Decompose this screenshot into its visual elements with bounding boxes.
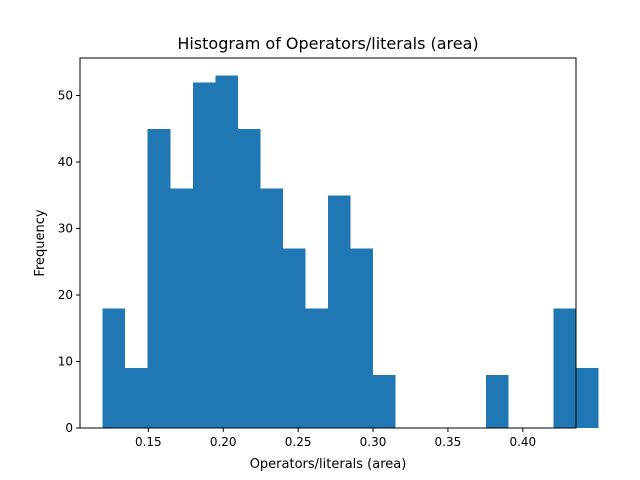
histogram-bar — [102, 308, 126, 428]
histogram-bar — [485, 374, 509, 428]
histogram-bar — [328, 195, 351, 428]
y-tick-label: 30 — [58, 222, 73, 236]
histogram-bar — [147, 128, 171, 428]
histogram-bar — [170, 188, 193, 428]
histogram-bar — [576, 368, 599, 428]
y-tick-label: 10 — [58, 355, 73, 369]
histogram-bar — [237, 128, 261, 428]
x-tick-label: 0.30 — [360, 435, 387, 449]
histogram-bar — [350, 248, 374, 428]
plot-frame — [79, 57, 577, 429]
y-tick-label: 20 — [58, 288, 73, 302]
x-tick-label: 0.20 — [210, 435, 237, 449]
bars-group — [102, 75, 599, 428]
x-tick-label: 0.40 — [509, 435, 536, 449]
y-tick-label: 0 — [65, 421, 73, 435]
histogram-bar — [305, 308, 329, 428]
x-tick-label: 0.15 — [135, 435, 162, 449]
chart-title: Histogram of Operators/literals (area) — [177, 34, 478, 53]
y-axis-ticks: 0 10 20 30 40 50 — [58, 89, 80, 435]
x-tick-label: 0.25 — [285, 435, 312, 449]
y-tick-label: 40 — [58, 155, 73, 169]
x-tick-label: 0.35 — [435, 435, 462, 449]
x-axis-label: Operators/literals (area) — [250, 457, 407, 472]
y-axis-label: Frequency — [33, 209, 48, 276]
histogram-bar — [373, 374, 396, 428]
histogram-bar — [192, 82, 216, 428]
histogram-bar — [553, 308, 577, 428]
histogram-bar — [125, 368, 148, 428]
y-tick-label: 50 — [58, 89, 73, 103]
histogram-bar — [282, 248, 306, 428]
histogram-bar — [215, 75, 238, 428]
histogram-bar — [260, 188, 283, 428]
x-axis-ticks: 0.15 0.20 0.25 0.30 0.35 0.40 — [135, 428, 536, 449]
